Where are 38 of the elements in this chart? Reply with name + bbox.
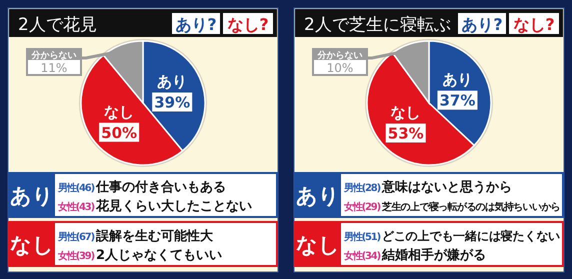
text: なし (296, 233, 340, 257)
slice-label: 分からない (316, 50, 362, 61)
text: あり? (461, 15, 503, 34)
text: 誤解を生む可能性大 (95, 228, 214, 244)
text: 男性(46) (57, 182, 95, 194)
chart-title: 2人で芝生に寝転ぶ (304, 15, 451, 35)
data-label: 11% (40, 61, 68, 75)
text: 2人じゃなくてもいい (96, 248, 222, 263)
slice-label: あり (442, 70, 472, 89)
slice-label: なし (104, 102, 134, 121)
slice-label: なし (390, 104, 421, 122)
data-label: 37% (439, 92, 476, 110)
text: 仕事の付き合いもある (95, 179, 226, 195)
text: あり (10, 184, 54, 208)
data-label: 50% (101, 124, 138, 142)
data-label: 10% (326, 61, 354, 75)
text: 芝生の上で寝っ転がるのは気持ちいいから (381, 201, 560, 213)
text: なし? (227, 15, 269, 34)
data-label: 53% (388, 124, 424, 142)
text: 結婚相手が嫌がる (381, 247, 486, 263)
text: 女性(34) (343, 250, 381, 262)
data-label: 39% (154, 94, 190, 112)
text: なし (10, 233, 54, 257)
text: 女性(29) (343, 201, 381, 213)
text: 男性(51) (343, 231, 381, 243)
text: あり (296, 184, 340, 208)
text: どこの上でも一緒には寝たくない (382, 229, 560, 243)
text: 女性(39) (57, 250, 95, 262)
text: 意味はないと思うから (381, 179, 512, 195)
chart-title: 2人で花見 (18, 15, 97, 35)
slice-label: 分からない (30, 50, 76, 61)
text: 男性(28) (343, 182, 381, 194)
text: 女性(43) (57, 201, 95, 213)
slice-label: あり (157, 72, 188, 90)
text: 男性(67) (57, 231, 95, 243)
text: なし? (513, 15, 555, 34)
text: 花見くらい大したことない (95, 199, 252, 214)
text: あり? (175, 15, 217, 34)
